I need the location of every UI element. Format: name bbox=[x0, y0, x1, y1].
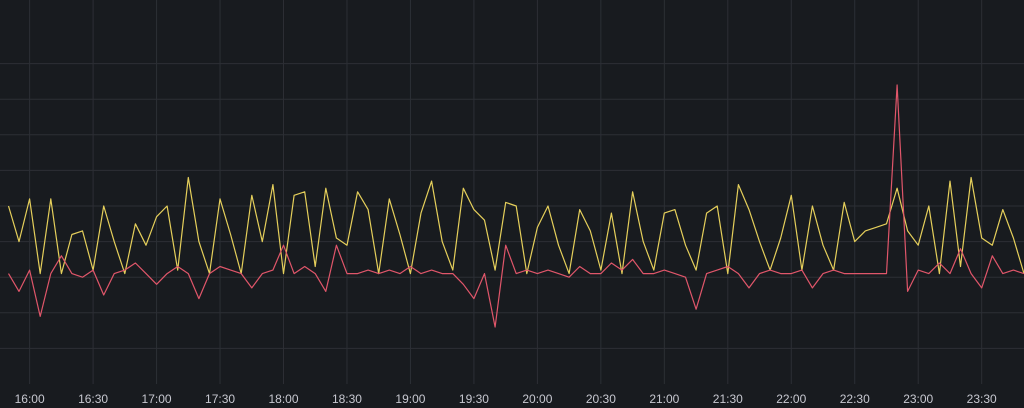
x-tick-label: 19:30 bbox=[459, 392, 489, 406]
x-tick-label: 23:00 bbox=[903, 392, 933, 406]
x-tick-label: 21:30 bbox=[713, 392, 743, 406]
x-tick-label: 17:30 bbox=[205, 392, 235, 406]
series-line bbox=[7, 84, 1024, 328]
x-tick-label: 21:00 bbox=[649, 392, 679, 406]
x-tick-label: 20:30 bbox=[586, 392, 616, 406]
x-tick-label: 22:30 bbox=[840, 392, 870, 406]
x-tick-label: 19:00 bbox=[395, 392, 425, 406]
x-tick-label: 18:30 bbox=[332, 392, 362, 406]
x-tick-label: 23:30 bbox=[967, 392, 997, 406]
series-line bbox=[7, 176, 1024, 275]
x-tick-label: 17:00 bbox=[142, 392, 172, 406]
x-tick-label: 20:00 bbox=[522, 392, 552, 406]
x-tick-label: 18:00 bbox=[268, 392, 298, 406]
x-tick-label: 22:00 bbox=[776, 392, 806, 406]
x-tick-label: 16:00 bbox=[15, 392, 45, 406]
x-tick-label: 16:30 bbox=[78, 392, 108, 406]
